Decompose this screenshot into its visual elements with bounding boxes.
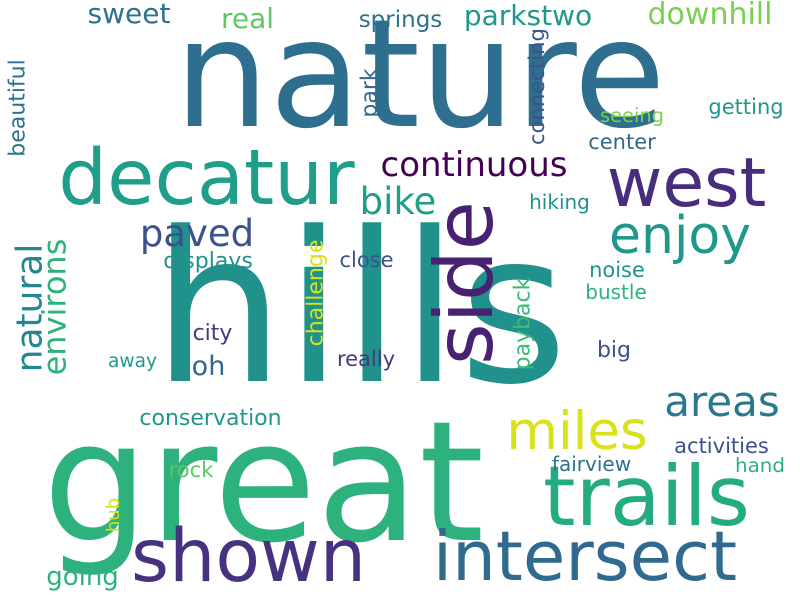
word-displays: displays — [163, 249, 253, 274]
word-areas: areas — [664, 377, 780, 426]
word-hills: hills — [152, 188, 568, 431]
word-oh: oh — [191, 351, 226, 382]
word-park: park — [357, 67, 383, 118]
word-challenge: challenge — [302, 239, 328, 347]
word-springs: springs — [358, 7, 443, 33]
word-decatur: decatur — [58, 134, 355, 223]
word-shown: shown — [131, 514, 366, 599]
word-getting: getting — [708, 95, 784, 119]
word-going: going — [46, 562, 119, 592]
word-away: away — [108, 351, 157, 373]
word-west: west — [606, 144, 767, 223]
word-sweet: sweet — [87, 0, 171, 30]
word-parkstwo: parkstwo — [463, 0, 593, 32]
word-continuous: continuous — [380, 145, 568, 185]
word-fairview: fairview — [551, 452, 632, 476]
word-intersect: intersect — [432, 517, 738, 597]
word-environs: environs — [35, 238, 73, 376]
word-paved: paved — [139, 212, 255, 255]
word-real: real — [220, 2, 275, 35]
word-center: center — [588, 130, 656, 154]
word-connecting: connecting — [523, 28, 549, 145]
word-city: city — [192, 321, 233, 346]
word-downhill: downhill — [647, 0, 773, 32]
word-miles: miles — [506, 401, 648, 462]
word-bike: bike — [359, 180, 437, 223]
word-enjoy: enjoy — [609, 206, 751, 266]
word-activities: activities — [674, 434, 769, 458]
word-noise: noise — [589, 258, 645, 282]
word-big: big — [596, 338, 632, 363]
word-hiking: hiking — [529, 190, 590, 214]
word-rock: rock — [168, 458, 214, 482]
word-close: close — [339, 248, 394, 272]
word-hand: hand — [735, 453, 785, 477]
word-bustle: bustle — [585, 280, 647, 304]
word-conservation: conservation — [139, 406, 282, 431]
word-really: really — [336, 347, 396, 371]
word-beautiful: beautiful — [6, 58, 31, 157]
word-great: great — [42, 386, 485, 580]
word-trails: trails — [543, 448, 750, 545]
word-nature: nature — [174, 0, 666, 162]
word-hub: hub — [103, 497, 124, 533]
word-side: side — [418, 201, 511, 365]
word-seeing: seeing — [600, 103, 664, 127]
word-payback: payback — [510, 277, 535, 370]
